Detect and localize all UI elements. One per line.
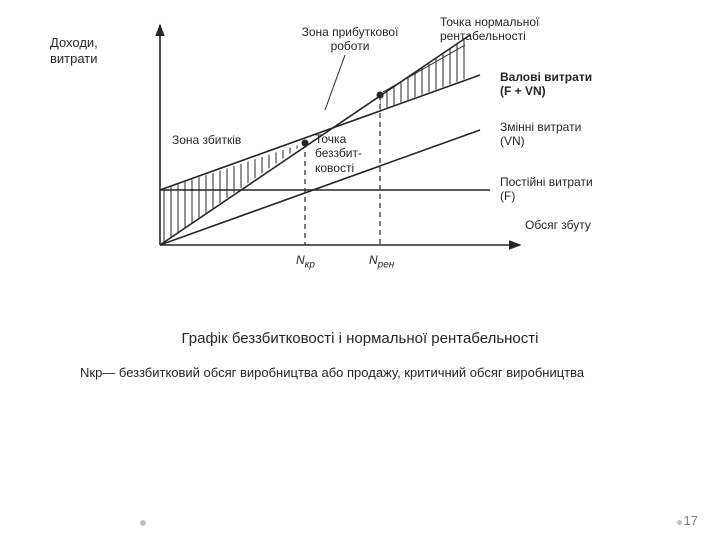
breakeven-chart: Зона збитків Зона прибуткової роботи Точ… — [120, 15, 640, 295]
y-axis-label: Доходи, витрати — [50, 35, 98, 68]
figure-caption: Графік беззбитковості і нормальної рента… — [0, 330, 720, 347]
page-number: 17 — [684, 513, 698, 528]
fixed-cost-label: Постійні витрати (F) — [500, 175, 593, 204]
loss-zone-label: Зона збитків — [172, 133, 241, 147]
y-axis-label-line1: Доходи, — [50, 35, 98, 50]
decorative-bullet-icon — [140, 520, 146, 526]
profit-zone-label: Зона прибуткової роботи — [280, 25, 420, 54]
tick-nren: Nрен — [369, 253, 394, 271]
figure-note: Nкр— беззбитковий обсяг виробництва або … — [80, 365, 680, 380]
x-axis-label: Обсяг збуту — [525, 218, 591, 232]
total-cost-label: Валові витрати (F + VN) — [500, 70, 592, 99]
var-cost-label: Змінні витрати (VN) — [500, 120, 581, 149]
slide: Доходи, витрати Зона збитків Зона прибут… — [0, 0, 720, 540]
normal-prof-label: Точка нормальної рентабельності — [440, 15, 539, 44]
tick-nkr: Nкр — [296, 253, 315, 271]
page-num-bullet-icon — [677, 520, 682, 525]
y-axis-label-line2: витрати — [50, 51, 98, 66]
breakeven-point-label: Точка беззбит- ковості — [315, 132, 362, 175]
